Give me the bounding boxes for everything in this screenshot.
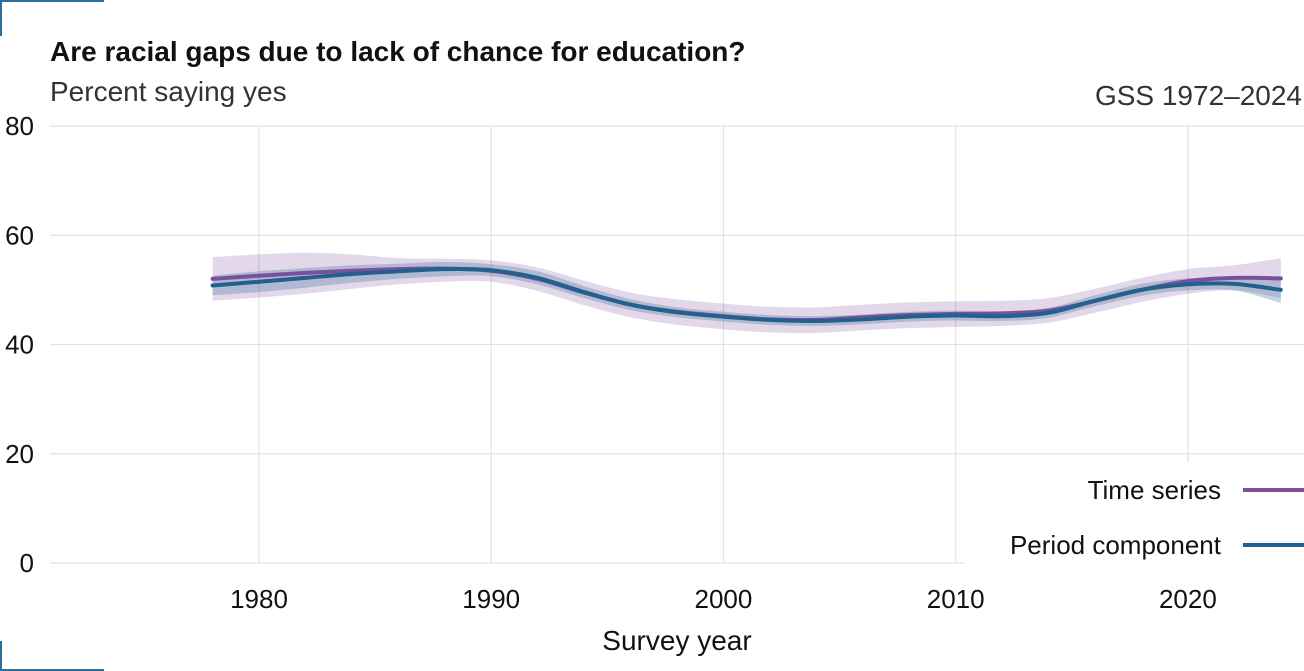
x-tick-label-1990: 1990 <box>462 584 520 614</box>
chart-title: Are racial gaps due to lack of chance fo… <box>50 36 746 67</box>
x-tick-label-2010: 2010 <box>927 584 985 614</box>
legend-label-period-component: Period component <box>1010 530 1222 560</box>
y-tick-label-60: 60 <box>5 220 34 250</box>
x-tick-label-2000: 2000 <box>695 584 753 614</box>
frame-corner-bottom-left <box>0 641 104 671</box>
y-tick-label-80: 80 <box>5 111 34 141</box>
x-axis-title: Survey year <box>602 625 751 656</box>
legend-background <box>965 462 1304 572</box>
legend-label-time-series: Time series <box>1088 475 1221 505</box>
frame-corner-top-left <box>0 0 104 36</box>
tick-labels: 0 20 40 60 80 1980 1990 2000 2010 2020 <box>5 111 1217 614</box>
confidence-band-period-component <box>212 261 1281 326</box>
series-lines <box>210 266 1283 324</box>
x-tick-label-1980: 1980 <box>230 584 288 614</box>
chart-caption: GSS 1972–2024 <box>1094 80 1302 111</box>
y-tick-label-0: 0 <box>20 548 34 578</box>
legend: Time series Period component <box>965 462 1304 572</box>
y-tick-label-20: 20 <box>5 439 34 469</box>
y-tick-label-40: 40 <box>5 330 34 360</box>
series-line-period-component <box>210 266 1283 324</box>
x-tick-label-2020: 2020 <box>1159 584 1217 614</box>
chart-subtitle: Percent saying yes <box>50 76 287 107</box>
